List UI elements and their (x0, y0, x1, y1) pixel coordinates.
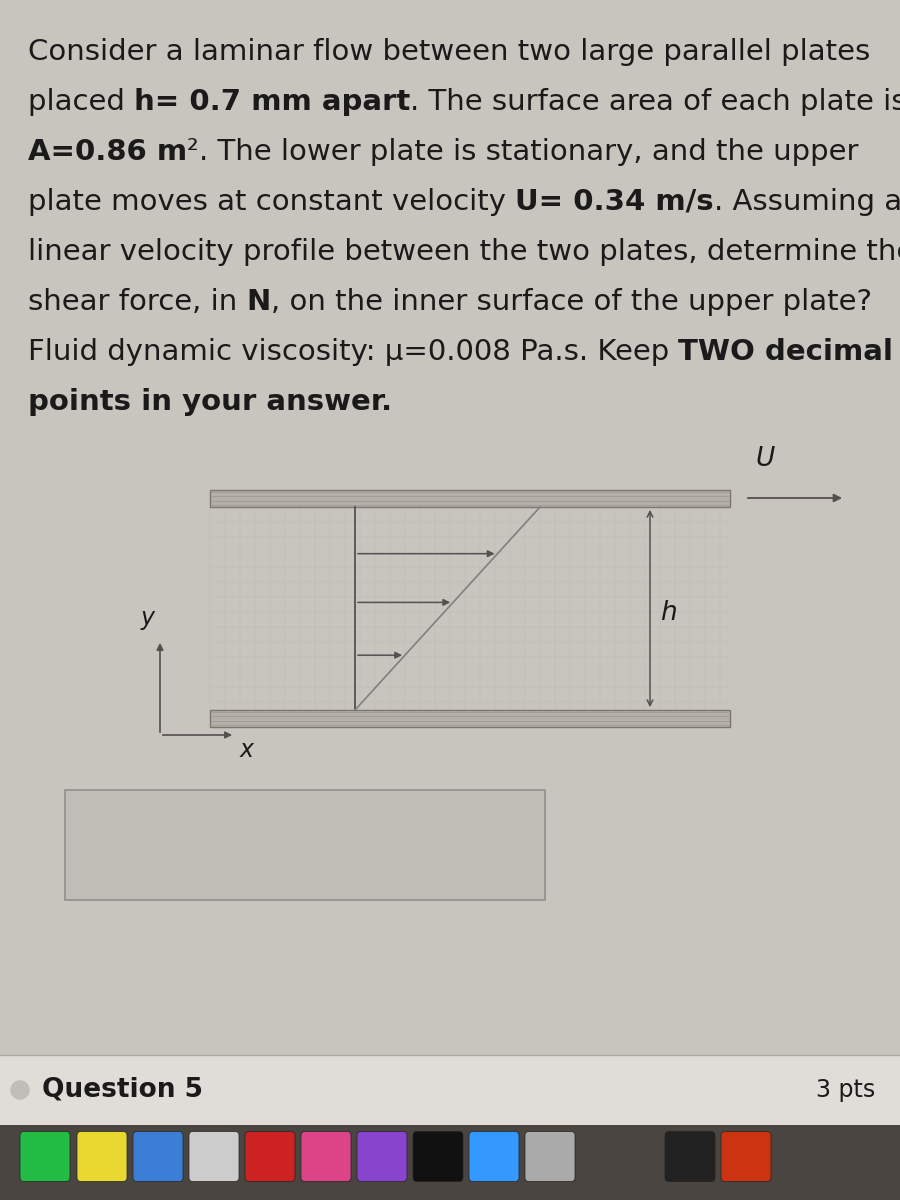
Text: . Assuming a: . Assuming a (714, 188, 900, 216)
Text: 3 pts: 3 pts (815, 1078, 875, 1102)
FancyBboxPatch shape (20, 1132, 70, 1182)
FancyBboxPatch shape (189, 1132, 239, 1182)
Bar (210, 490, 730, 506)
Text: Fluid dynamic viscosity: μ=0.008 Pa.s. Keep: Fluid dynamic viscosity: μ=0.008 Pa.s. K… (28, 338, 679, 366)
Text: placed: placed (28, 88, 134, 116)
Text: points in your answer.: points in your answer. (28, 388, 392, 416)
FancyBboxPatch shape (469, 1132, 519, 1182)
FancyBboxPatch shape (245, 1132, 295, 1182)
Text: , on the inner surface of the upper plate?: , on the inner surface of the upper plat… (271, 288, 872, 316)
FancyBboxPatch shape (525, 1132, 575, 1182)
FancyBboxPatch shape (665, 1132, 715, 1182)
Bar (0, 0, 900, 1055)
Text: h: h (660, 600, 677, 626)
FancyBboxPatch shape (357, 1132, 407, 1182)
FancyBboxPatch shape (77, 1132, 127, 1182)
Text: y: y (141, 606, 155, 630)
Text: N: N (247, 288, 271, 316)
FancyBboxPatch shape (721, 1132, 771, 1182)
Text: A=0.86 m: A=0.86 m (28, 138, 187, 166)
Text: U: U (755, 446, 774, 472)
Bar (65, 790, 545, 900)
Text: . The surface area of each plate is: . The surface area of each plate is (410, 88, 900, 116)
Text: U= 0.34 m/s: U= 0.34 m/s (515, 188, 714, 216)
FancyBboxPatch shape (301, 1132, 351, 1182)
Text: Question 5: Question 5 (42, 1078, 203, 1103)
Text: . The lower plate is stationary, and the upper: . The lower plate is stationary, and the… (199, 138, 859, 166)
FancyBboxPatch shape (133, 1132, 183, 1182)
Bar (210, 710, 730, 727)
Text: plate moves at constant velocity: plate moves at constant velocity (28, 188, 515, 216)
Text: h= 0.7 mm apart: h= 0.7 mm apart (134, 88, 410, 116)
Text: shear force, in: shear force, in (28, 288, 247, 316)
Text: ²: ² (187, 138, 199, 166)
Text: Consider a laminar flow between two large parallel plates: Consider a laminar flow between two larg… (28, 38, 870, 66)
Text: linear velocity profile between the two plates, determine the: linear velocity profile between the two … (28, 238, 900, 266)
Circle shape (11, 1081, 29, 1099)
Text: x: x (240, 738, 254, 762)
Text: TWO decimal: TWO decimal (679, 338, 894, 366)
Bar (0, 1055, 900, 1126)
Bar (0, 1126, 900, 1200)
FancyBboxPatch shape (413, 1132, 463, 1182)
